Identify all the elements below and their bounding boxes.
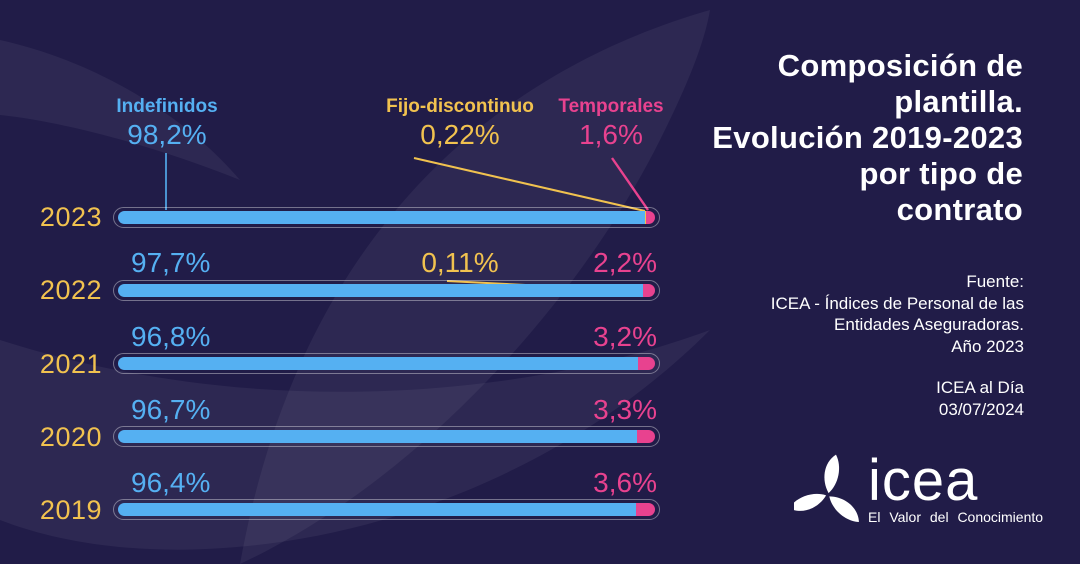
value-fijo-2023: 0,22% (420, 119, 500, 150)
legend-fijo-discontinuo-label: Fijo-discontinuo (386, 96, 534, 117)
bar-fill (118, 210, 655, 224)
bar-segment-temporales (646, 210, 655, 224)
source-heading: Fuente: (966, 272, 1024, 291)
bar-pill-outline (113, 206, 660, 228)
source-line: ICEA - Índices de Personal de las (770, 293, 1024, 313)
icea-wordmark: icea (868, 448, 979, 513)
legend-indefinidos: Indefinidos 98,2% (116, 96, 217, 150)
value-temporales-2020: 3,3% (593, 393, 657, 425)
value-indefinidos-2019: 96,4% (131, 466, 211, 498)
bar-segment-indefinidos (118, 210, 646, 224)
icea-pinwheel-icon (794, 454, 859, 523)
bar-segment-temporales (635, 503, 655, 516)
publication-date: 03/07/2024 (938, 399, 1024, 419)
icea-tagline: El Valor del Conocimiento (868, 509, 1044, 525)
value-temporales-2022: 2,2% (593, 247, 657, 278)
bar-segment-temporales (637, 430, 655, 443)
year-label: 2023 (39, 202, 102, 232)
bar-segment-temporales (643, 283, 655, 297)
bar-segment-indefinidos (118, 357, 638, 370)
publication-info: ICEA al Día 03/07/2024 (694, 377, 1024, 420)
bar-segment-fijo (645, 210, 647, 224)
title-line: Evolución 2019-2023 (712, 120, 1023, 155)
bar-segment-indefinidos (118, 283, 643, 297)
year-label: 2020 (39, 421, 102, 452)
value-temporales-2023: 1,6% (579, 119, 643, 150)
source-attribution: Fuente: ICEA - Índices de Personal de la… (694, 271, 1024, 357)
year-label: 2019 (39, 494, 102, 525)
title-line: contrato (896, 192, 1023, 227)
bar-segment-fijo (642, 283, 644, 297)
title-line: por tipo de (859, 156, 1023, 191)
value-indefinidos-2022: 97,7% (131, 247, 211, 278)
bar-fill (118, 503, 655, 516)
bar-pill-outline (113, 353, 660, 374)
value-indefinidos-2020: 96,7% (131, 393, 211, 425)
bar-segment-indefinidos (118, 430, 638, 443)
page-title: Composición de plantilla. Evolución 2019… (603, 48, 1023, 228)
bar-pill-outline (113, 499, 660, 520)
value-temporales-2019: 3,6% (593, 466, 657, 498)
bar-pill-outline (113, 279, 660, 301)
title-line: Composición de (777, 48, 1023, 83)
legend-indefinidos-label: Indefinidos (116, 96, 218, 117)
legend-temporales-label: Temporales (558, 96, 664, 117)
year-label: 2021 (39, 348, 102, 379)
value-indefinidos-2021: 96,8% (131, 320, 211, 352)
legend-temporales: Temporales 1,6% (558, 96, 663, 150)
source-line: Año 2023 (951, 336, 1024, 356)
value-fijo-2022: 0,11% (421, 247, 499, 278)
bar-segment-indefinidos (118, 503, 636, 516)
year-label: 2022 (39, 275, 102, 305)
legend-fijo-discontinuo: Fijo-discontinuo 0,22% (386, 96, 534, 150)
publication-name: ICEA al Día (936, 378, 1024, 397)
icea-logo: icea El Valor del Conocimiento (794, 448, 1044, 532)
value-indefinidos-2023: 98,2% (127, 119, 207, 150)
bar-segment-temporales (637, 357, 655, 370)
bar-fill (118, 430, 655, 443)
value-temporales-2021: 3,2% (593, 320, 657, 352)
title-line: plantilla. (894, 84, 1023, 119)
bar-fill (118, 283, 655, 297)
icea-logo-text: icea El Valor del Conocimiento (868, 448, 1044, 526)
bar-pill-outline (113, 426, 660, 447)
bar-fill (118, 357, 655, 370)
source-line: Entidades Aseguradoras. (834, 315, 1024, 334)
